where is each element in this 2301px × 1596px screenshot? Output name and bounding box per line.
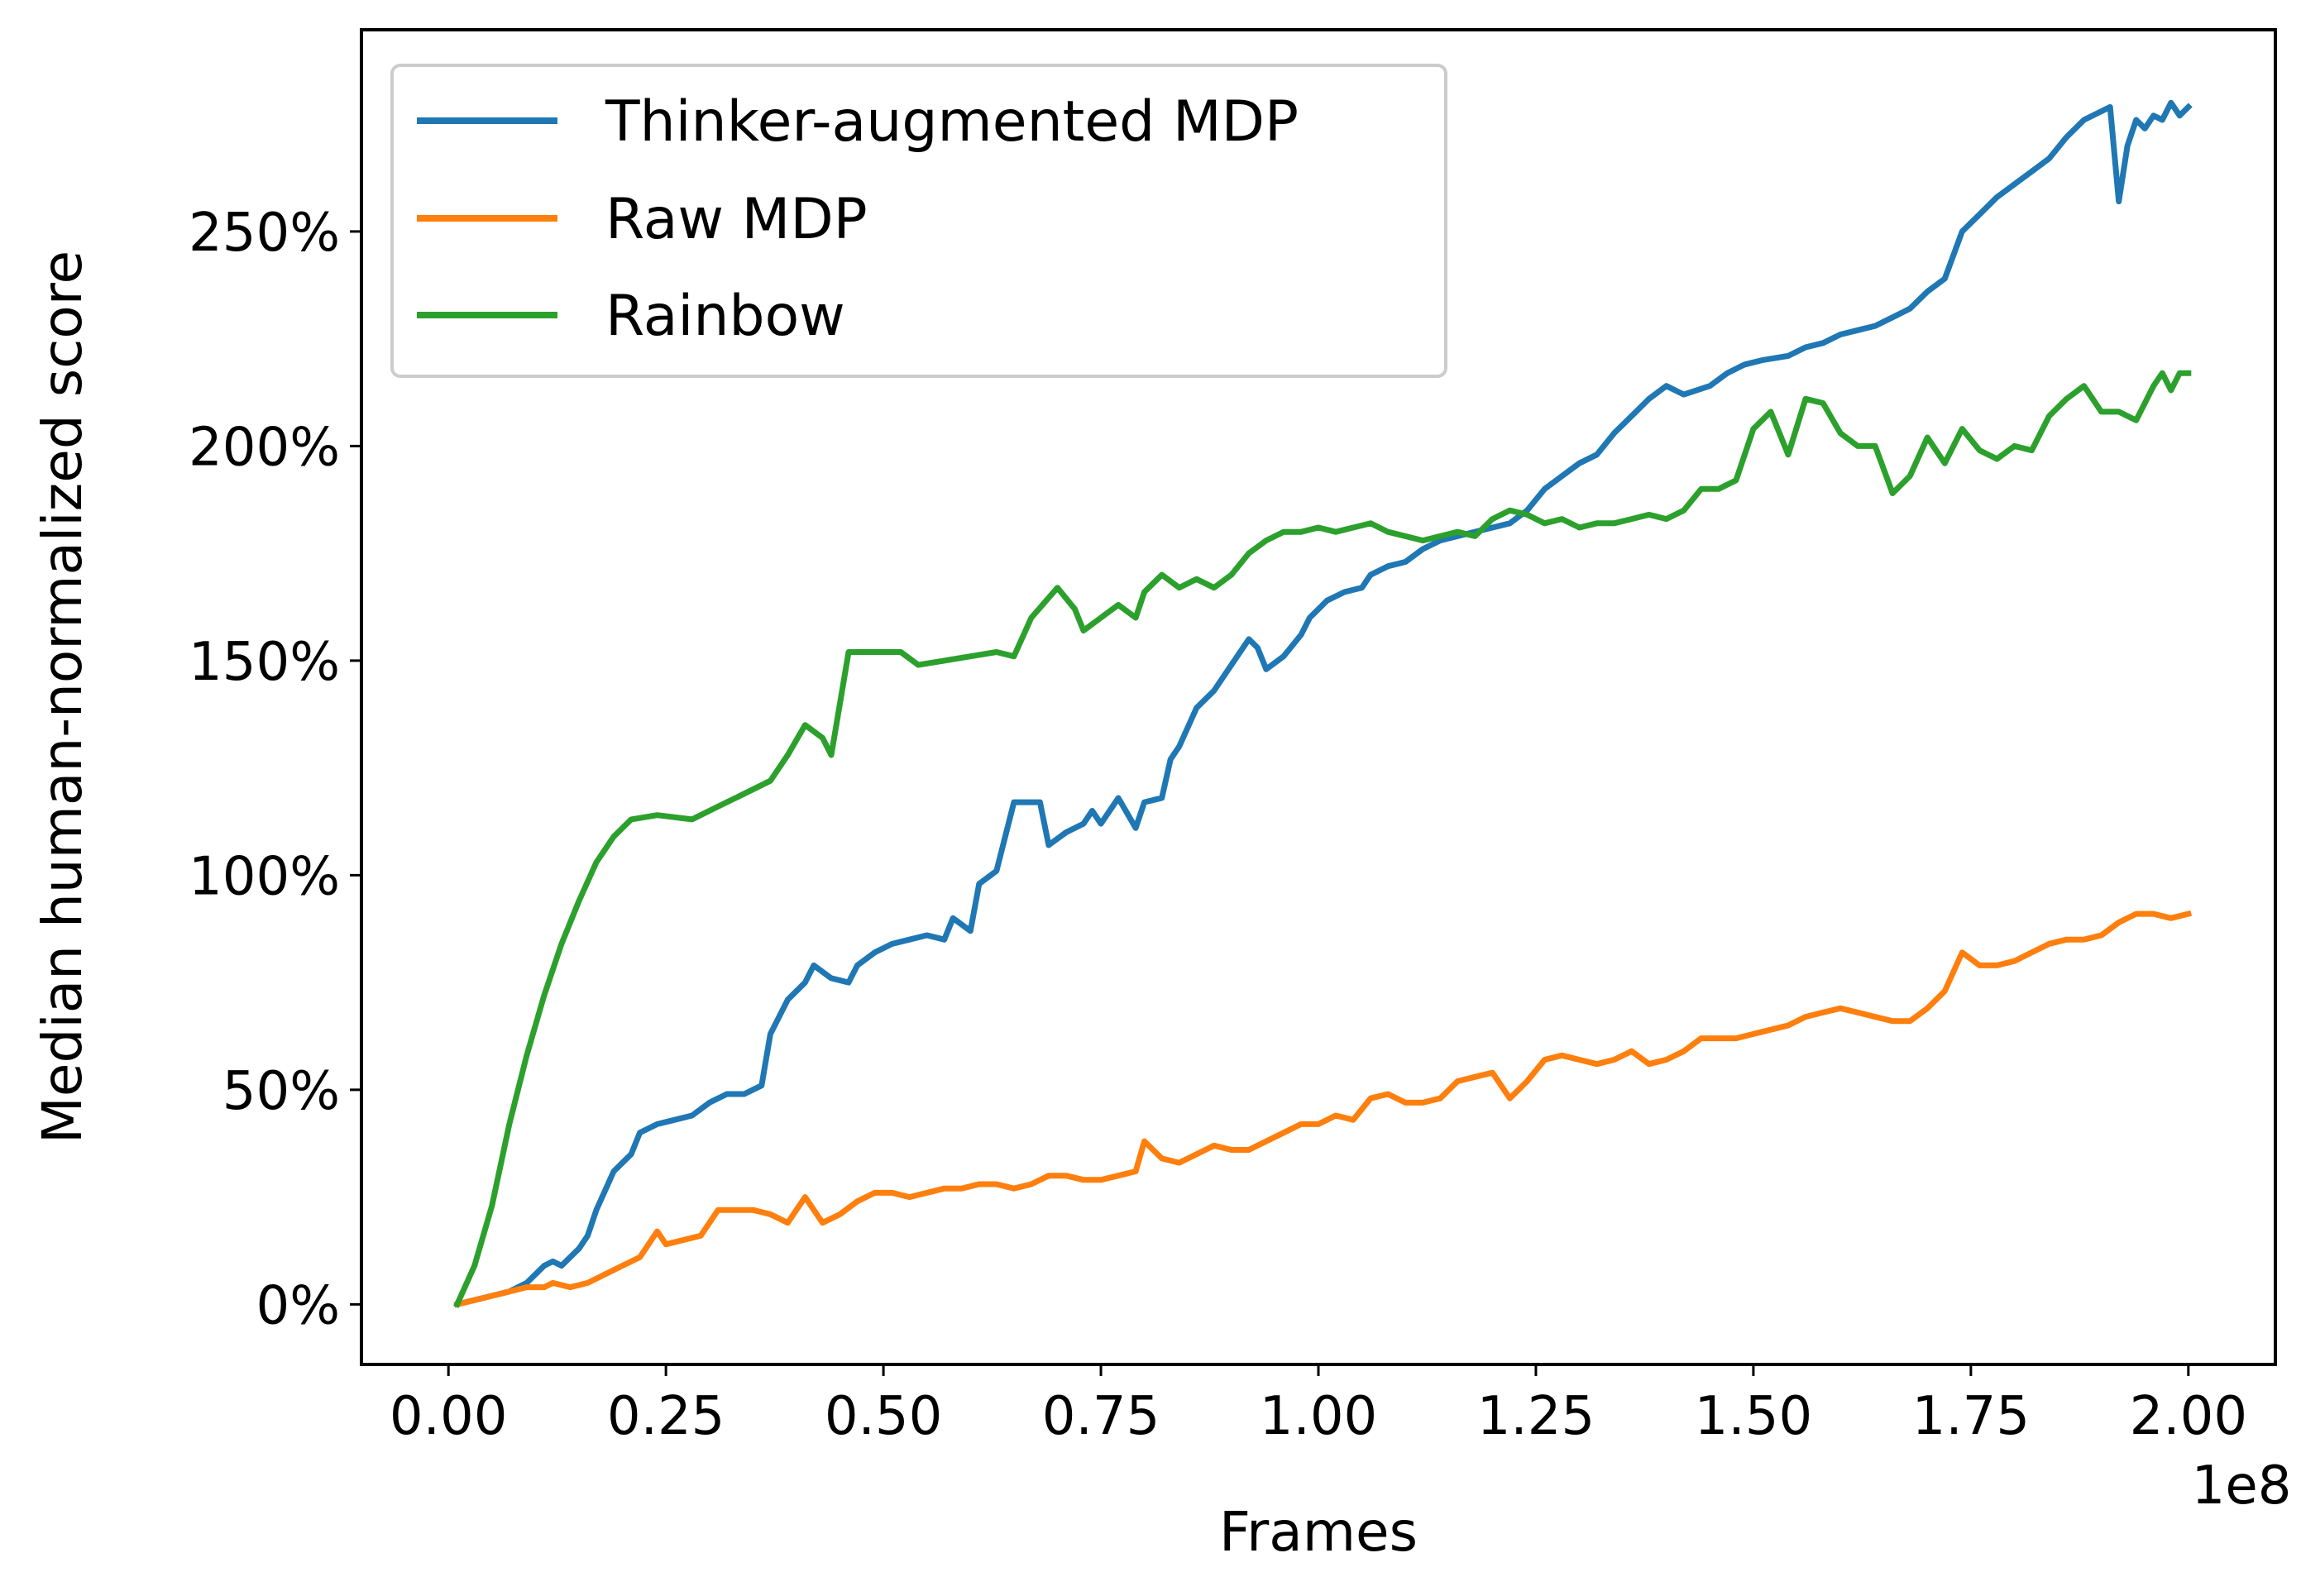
y-tick-label: 150% xyxy=(189,632,340,693)
y-axis: 0% 50% 100% 150% 200% 250% xyxy=(189,203,361,1336)
x-tick-label: 1.75 xyxy=(1912,1386,2031,1447)
series-line-rainbow xyxy=(453,370,2192,1308)
x-tick-label: 0.75 xyxy=(1042,1386,1160,1447)
x-tick-label: 1.50 xyxy=(1695,1386,1813,1447)
series-line-raw-mdp xyxy=(453,910,2193,1308)
legend-label-rainbow: Rainbow xyxy=(605,284,845,349)
y-tick-label: 0% xyxy=(256,1275,340,1336)
x-tick-label: 0.50 xyxy=(825,1386,943,1447)
x-tick-label: 1.25 xyxy=(1477,1386,1595,1447)
legend: Thinker-augmented MDP Raw MDP Rainbow xyxy=(390,64,1447,378)
legend-label-thinker: Thinker-augmented MDP xyxy=(605,89,1299,155)
x-tick-label: 0.25 xyxy=(607,1386,725,1447)
y-axis-label: Median human-normalized score xyxy=(31,251,94,1144)
x-tick-label: 2.00 xyxy=(2130,1386,2248,1447)
x-axis-offset-label: 1e8 xyxy=(2192,1455,2292,1517)
y-tick-label: 250% xyxy=(189,203,340,264)
legend-box xyxy=(390,64,1447,378)
x-axis-label: Frames xyxy=(1219,1500,1418,1564)
x-tick-label: 1.00 xyxy=(1260,1386,1378,1447)
series-lines xyxy=(453,99,2193,1308)
legend-label-raw-mdp: Raw MDP xyxy=(605,187,868,252)
series-line-thinker-augmented-mdp xyxy=(453,99,2193,1308)
x-axis: 0.00 0.25 0.50 0.75 1.00 1.25 1.50 1.75 2.00 xyxy=(390,1364,2247,1447)
x-tick-label: 0.00 xyxy=(390,1386,508,1447)
y-tick-label: 200% xyxy=(189,417,340,478)
y-tick-label: 50% xyxy=(222,1061,340,1122)
y-tick-label: 100% xyxy=(189,846,340,907)
